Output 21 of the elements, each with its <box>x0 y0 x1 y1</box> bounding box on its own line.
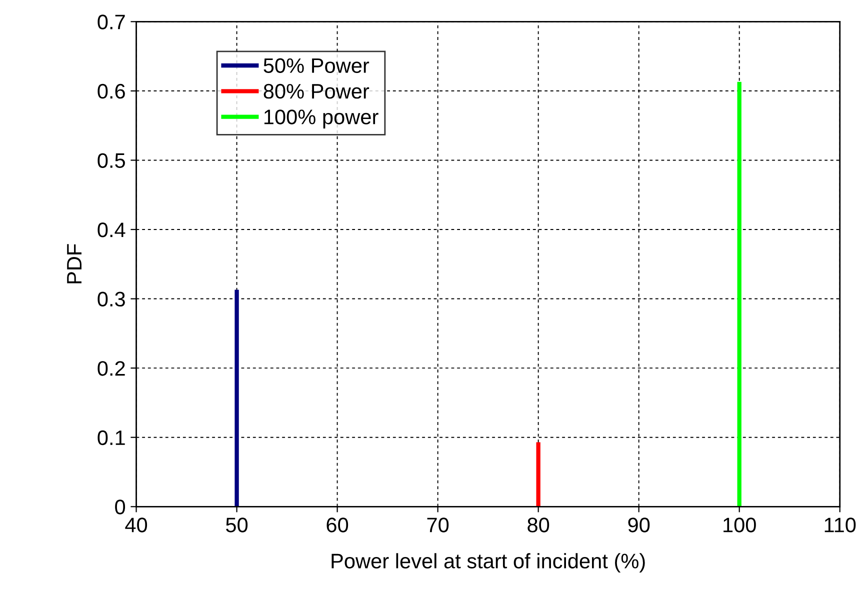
y-axis-title: PDF <box>67 244 82 284</box>
legend-label: 50% Power <box>264 58 370 74</box>
x-tick-label: 110 <box>824 518 856 532</box>
x-tick-label: 80 <box>528 518 550 532</box>
x-tick-label: 100 <box>724 518 756 532</box>
y-tick-label: 0.1 <box>98 430 125 446</box>
x-tick-label: 60 <box>326 518 348 532</box>
y-tick-label: 0.2 <box>98 361 125 376</box>
y-tick-label: 0.7 <box>98 14 125 30</box>
y-tick-label: 0.3 <box>98 292 125 307</box>
legend-label: 100% power <box>264 110 378 128</box>
x-tick-label: 70 <box>427 518 449 532</box>
y-tick-label: 0.6 <box>98 84 125 99</box>
y-tick-label: 0.5 <box>98 153 125 168</box>
x-tick-label: 90 <box>628 518 650 532</box>
y-tick-label: 0.4 <box>98 222 126 238</box>
y-tick-label: 0 <box>115 500 126 514</box>
legend-label: 80% Power <box>264 84 370 99</box>
x-tick-label: 40 <box>125 518 148 532</box>
x-tick-label: 50 <box>226 518 248 532</box>
x-axis-title: Power level at start of incident (%) <box>332 553 645 573</box>
